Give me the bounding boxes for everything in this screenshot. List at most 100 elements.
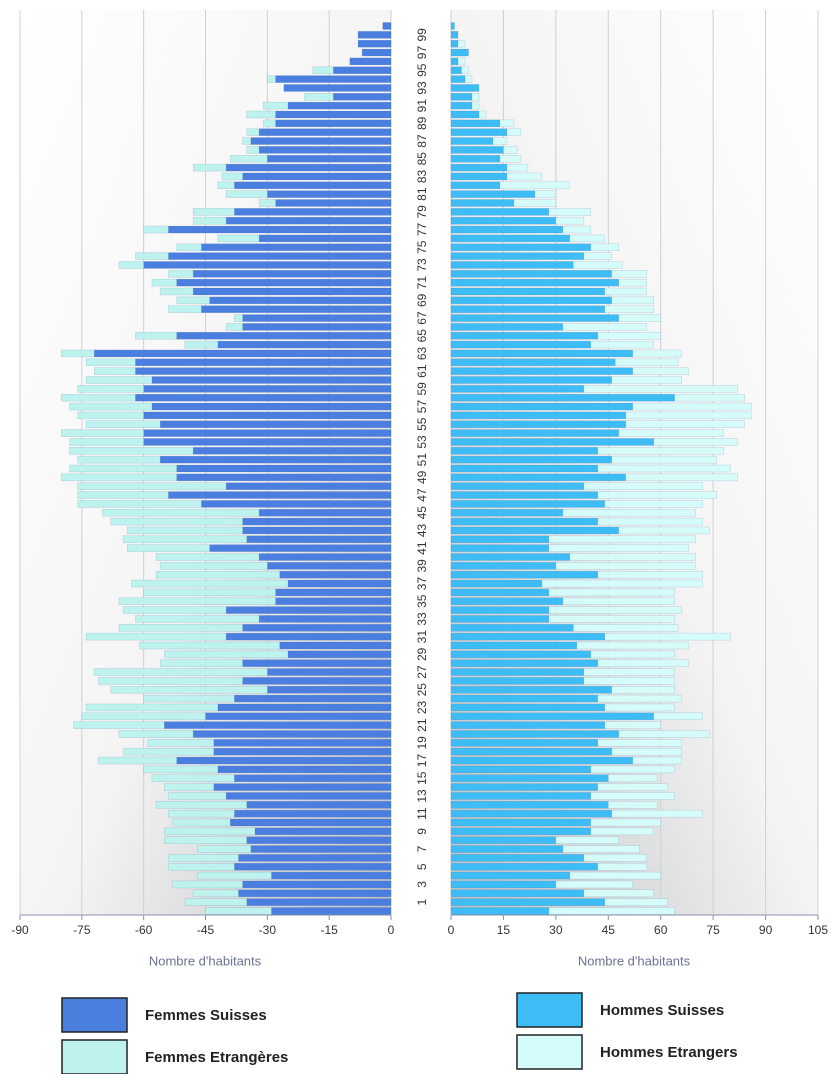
bar-segment xyxy=(450,500,606,508)
bar-segment xyxy=(258,553,392,561)
bar-segment xyxy=(143,438,392,446)
bar-segment xyxy=(450,597,564,605)
bar-segment xyxy=(471,101,480,110)
legend-swatch xyxy=(516,1034,583,1070)
bar-segment xyxy=(576,641,689,650)
y-tick-label: 39 xyxy=(415,559,429,573)
bar-segment xyxy=(450,101,473,110)
bar-segment xyxy=(450,624,574,632)
bar-segment xyxy=(548,544,689,552)
bar-segment xyxy=(611,455,717,464)
bar-segment xyxy=(192,287,392,296)
y-tick-label: 51 xyxy=(415,453,429,467)
bar-segment xyxy=(217,765,392,774)
bar-segment xyxy=(632,367,689,375)
bar-segment xyxy=(192,163,227,172)
bar-segment xyxy=(172,818,231,827)
bar-segment xyxy=(450,756,634,765)
bar-segment xyxy=(450,358,616,367)
bar-segment xyxy=(197,871,272,880)
bar-segment xyxy=(246,898,392,906)
y-tick-label: 19 xyxy=(415,736,429,750)
bar-segment xyxy=(450,57,459,66)
bar-segment xyxy=(450,570,599,579)
bar-segment xyxy=(450,730,620,738)
bar-segment xyxy=(85,376,153,384)
bar-segment xyxy=(471,93,480,101)
bar-segment xyxy=(597,447,724,455)
bar-segment xyxy=(450,783,599,791)
bar-segment xyxy=(562,845,640,853)
bar-segment xyxy=(450,278,620,287)
bar-segment xyxy=(159,420,392,428)
bar-segment xyxy=(457,39,466,48)
bar-segment xyxy=(450,765,592,774)
bar-segment xyxy=(287,101,392,110)
bar-segment xyxy=(77,455,161,464)
bar-segment xyxy=(102,509,260,517)
bar-segment xyxy=(632,402,752,411)
legend-label: Hommes Etrangers xyxy=(600,1044,738,1061)
bar-segment xyxy=(450,163,508,172)
bar-segment xyxy=(534,190,557,198)
y-tick-label: 99 xyxy=(415,28,429,42)
bar-segment xyxy=(81,712,206,721)
bar-segment xyxy=(450,119,501,128)
bar-segment xyxy=(246,801,392,809)
x-tick-label: -75 xyxy=(73,923,91,937)
bar-segment xyxy=(225,163,392,172)
bar-segment xyxy=(573,624,679,632)
bar-segment xyxy=(583,252,613,260)
y-tick-label: 5 xyxy=(415,863,429,870)
bar-segment xyxy=(583,677,675,685)
bar-segment xyxy=(611,270,647,278)
bar-segment xyxy=(450,677,585,685)
x-tick-label: 30 xyxy=(549,923,563,937)
bar-segment xyxy=(234,809,392,818)
bar-segment xyxy=(618,314,661,322)
bar-segment xyxy=(279,570,392,579)
bar-segment xyxy=(349,57,392,66)
x-tick-label: -45 xyxy=(197,923,215,937)
bar-segment xyxy=(450,216,557,225)
bar-segment xyxy=(604,703,675,712)
bar-segment xyxy=(242,677,392,685)
bar-segment xyxy=(85,703,219,712)
bar-segment xyxy=(590,650,675,659)
bar-segment xyxy=(60,393,136,402)
bar-segment xyxy=(450,836,557,844)
bar-segment xyxy=(69,438,144,446)
bar-segment xyxy=(164,721,392,729)
bar-segment xyxy=(85,420,161,428)
bar-segment xyxy=(135,358,392,367)
x-tick-label: 90 xyxy=(759,923,773,937)
bar-segment xyxy=(604,721,661,729)
bar-segment xyxy=(608,801,658,809)
bar-segment xyxy=(168,225,392,234)
y-tick-label: 15 xyxy=(415,771,429,785)
bar-segment xyxy=(548,208,592,216)
bar-segment xyxy=(209,296,392,305)
bar-segment xyxy=(168,809,235,818)
bar-segment xyxy=(155,553,260,561)
bar-segment xyxy=(615,358,679,367)
legend-label: Hommes Suisses xyxy=(600,1002,724,1019)
bar-segment xyxy=(275,199,392,207)
bar-segment xyxy=(143,694,235,703)
bar-segment xyxy=(450,137,494,145)
bar-segment xyxy=(275,119,392,128)
bar-segment xyxy=(77,491,169,499)
bar-segment xyxy=(450,792,592,800)
y-tick-label: 77 xyxy=(415,223,429,237)
bar-segment xyxy=(287,579,392,588)
y-tick-label: 95 xyxy=(415,63,429,77)
bar-segment xyxy=(450,659,599,667)
bar-segment xyxy=(450,686,613,694)
bar-segment xyxy=(246,535,392,544)
x-tick-label: 45 xyxy=(602,923,616,937)
bar-segment xyxy=(69,447,194,455)
bar-segment xyxy=(597,570,703,579)
bar-segment xyxy=(632,349,682,358)
bar-segment xyxy=(611,376,682,384)
bar-segment xyxy=(93,349,392,358)
